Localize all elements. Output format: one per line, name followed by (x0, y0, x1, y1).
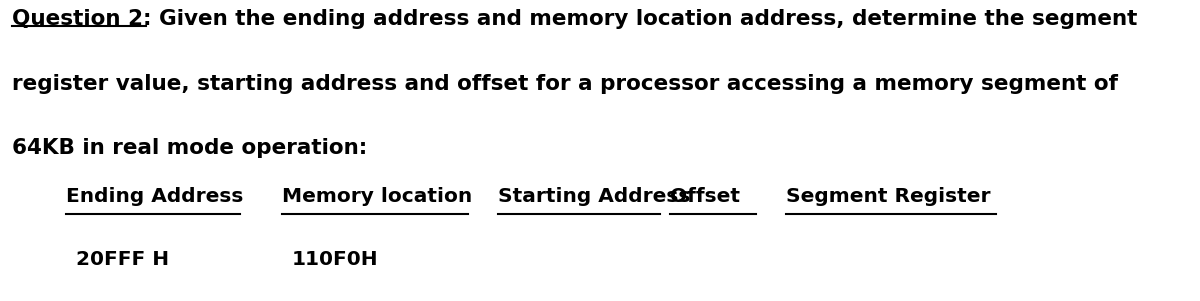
Text: Offset: Offset (670, 187, 739, 206)
Text: register value, starting address and offset for a processor accessing a memory s: register value, starting address and off… (12, 74, 1118, 94)
Text: Starting Address: Starting Address (498, 187, 690, 206)
Text: 20FFF H: 20FFF H (76, 250, 169, 269)
Text: Memory location: Memory location (282, 187, 473, 206)
Text: 64KB in real mode operation:: 64KB in real mode operation: (12, 138, 367, 158)
Text: Segment Register: Segment Register (786, 187, 990, 206)
Text: Ending Address: Ending Address (66, 187, 244, 206)
Text: Question 2: Given the ending address and memory location address, determine the : Question 2: Given the ending address and… (12, 9, 1138, 29)
Text: 110F0H: 110F0H (292, 250, 378, 269)
